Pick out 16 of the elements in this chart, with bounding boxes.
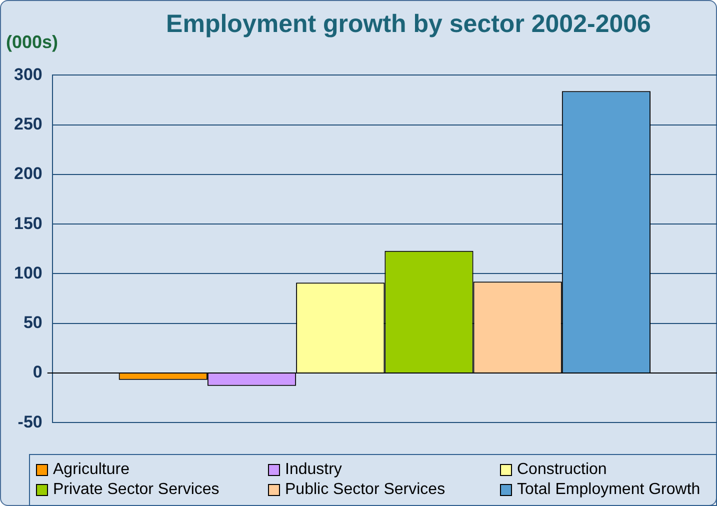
y-tick-label: 300 bbox=[14, 64, 42, 84]
legend-label: Agriculture bbox=[53, 461, 130, 479]
legend-label: Construction bbox=[517, 461, 607, 479]
y-tick-label: 250 bbox=[14, 114, 42, 134]
y-axis-title: (000s) bbox=[6, 32, 58, 53]
y-tick-label: 0 bbox=[32, 362, 42, 382]
legend-label: Total Employment Growth bbox=[517, 481, 700, 499]
y-tick-label: 150 bbox=[14, 214, 42, 233]
y-tick-label: 50 bbox=[23, 313, 42, 332]
legend-label: Private Sector Services bbox=[53, 481, 220, 499]
y-tick-label: -50 bbox=[18, 412, 42, 432]
y-tick-label: 100 bbox=[14, 263, 42, 282]
chart-title: Employment growth by sector 2002-2006 bbox=[165, 10, 652, 39]
y-tick-label: 200 bbox=[14, 164, 42, 184]
legend-label: Public Sector Services bbox=[285, 481, 446, 499]
legend-label: Industry bbox=[285, 461, 342, 479]
